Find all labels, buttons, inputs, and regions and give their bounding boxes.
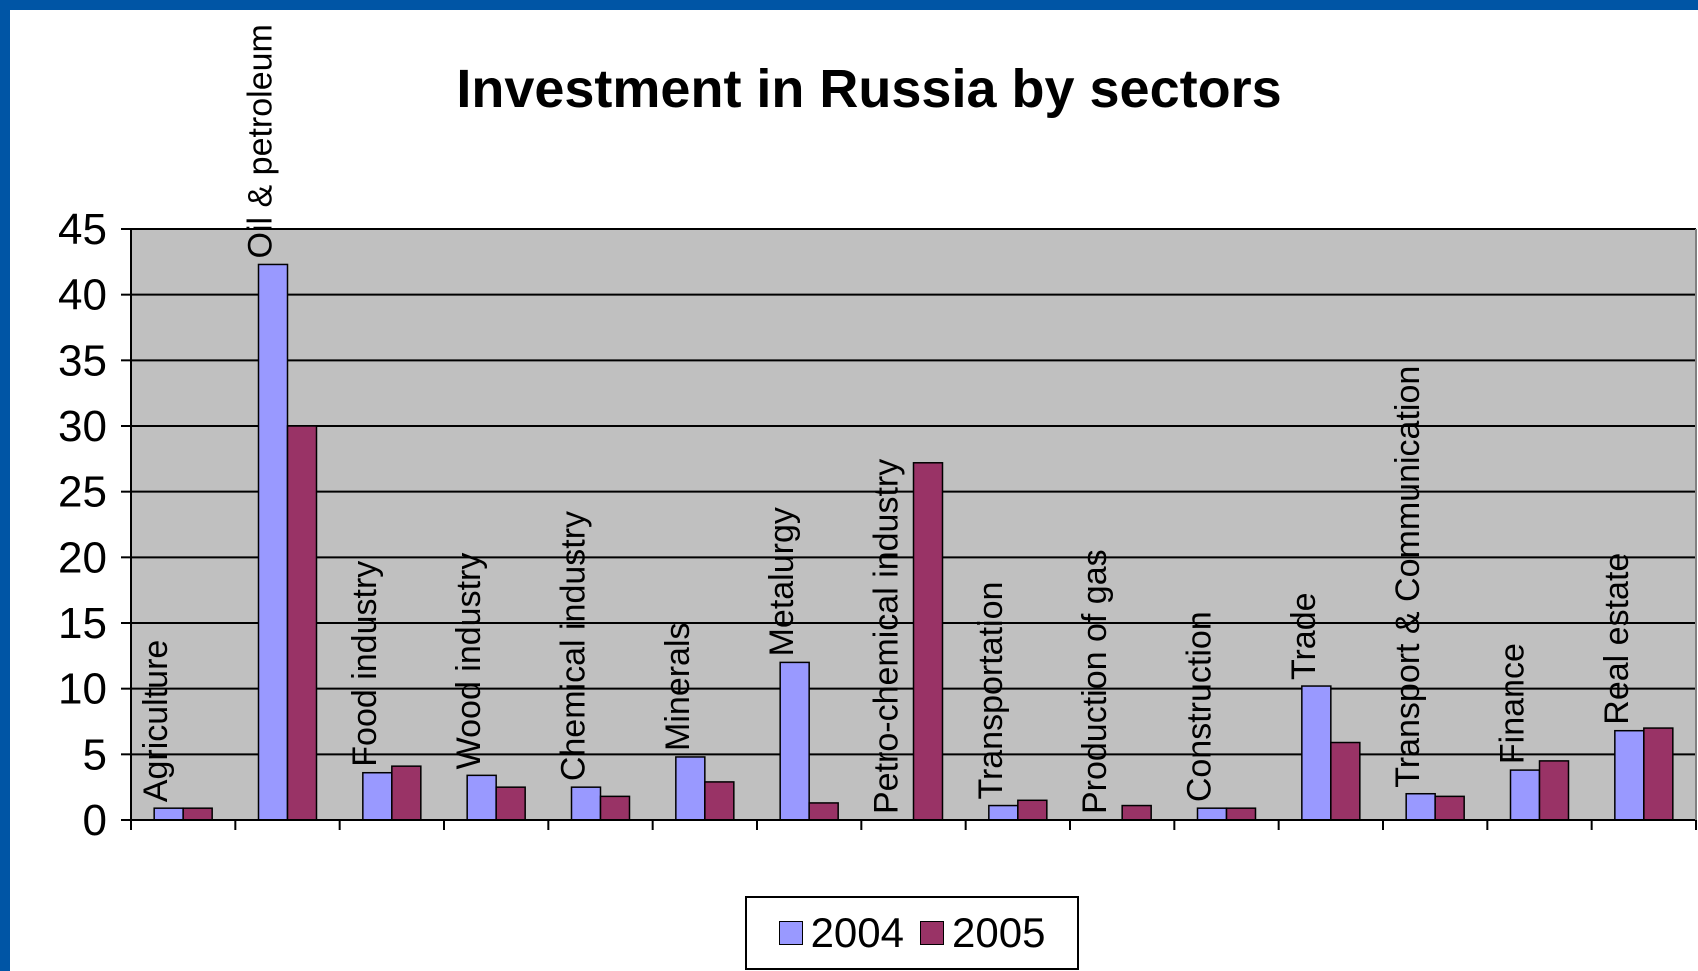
legend-item-2005: 2005 xyxy=(920,909,1045,957)
chart-frame: Investment in Russia by sectors 0 5 10 15 20… xyxy=(10,10,1698,971)
y-tick-label: 35 xyxy=(58,336,107,385)
bar-2004-10 xyxy=(1196,807,1228,821)
y-tick-labels: 0 5 10 15 20 25 30 35 40 45 xyxy=(58,205,107,845)
bar-2004-14 xyxy=(1614,729,1645,821)
bar-2005-6 xyxy=(808,802,839,821)
bar-2005-13 xyxy=(1538,760,1570,821)
bar-2005-14 xyxy=(1643,727,1674,821)
bar-2004-1 xyxy=(257,263,289,821)
category-labels: Agriculture Oil & petroleum Food industry W… xyxy=(137,24,1636,814)
axes xyxy=(121,228,1697,830)
category-label: Finance xyxy=(1494,643,1532,764)
bars xyxy=(153,263,1674,821)
bar-2005-2 xyxy=(391,765,422,821)
category-label: Chemical industry xyxy=(555,511,593,781)
bar-2005-11 xyxy=(1330,741,1361,821)
bar-2005-0 xyxy=(182,807,213,821)
bar-2005-7 xyxy=(912,462,944,821)
chart-title: Investment in Russia by sectors xyxy=(456,59,1282,119)
bar-2005-9 xyxy=(1121,804,1152,821)
y-tick-label: 0 xyxy=(83,796,107,845)
y-tick-label: 10 xyxy=(58,665,107,714)
category-label: Metalurgy xyxy=(763,507,801,656)
bar-2005-4 xyxy=(599,795,631,821)
y-tick-label: 20 xyxy=(58,533,107,582)
y-tick-label: 15 xyxy=(58,599,107,648)
legend-swatch-2004 xyxy=(778,921,803,945)
bar-2004-0 xyxy=(153,807,184,821)
bar-2004-5 xyxy=(675,756,706,821)
category-label: Production of gas xyxy=(1076,549,1114,814)
category-label: Real estate xyxy=(1598,553,1636,725)
category-label: Minerals xyxy=(659,622,697,750)
bar-2005-10 xyxy=(1225,807,1257,821)
y-tick-label: 5 xyxy=(83,730,107,779)
bar-2004-13 xyxy=(1509,769,1541,821)
y-tick-label: 45 xyxy=(58,205,107,254)
legend-swatch-2005 xyxy=(920,921,944,945)
y-tick-label: 30 xyxy=(58,402,107,451)
bar-2004-8 xyxy=(988,804,1019,821)
category-label: Petro-chemical industry xyxy=(868,459,906,814)
bar-chart: 0 5 10 15 20 25 30 35 40 45 Agriculture Oil & petr… xyxy=(58,24,1697,845)
bar-2004-11 xyxy=(1301,685,1332,821)
bar-2005-3 xyxy=(495,786,526,821)
category-label: Food industry xyxy=(346,561,384,767)
category-label: Construction xyxy=(1181,611,1219,802)
legend-label-2004: 2004 xyxy=(810,909,904,956)
legend: 2004 2005 xyxy=(745,896,1079,970)
legend-item-2004: 2004 xyxy=(778,909,904,957)
category-label: Agriculture xyxy=(137,640,175,803)
bar-2004-4 xyxy=(570,786,602,821)
bar-2004-12 xyxy=(1405,792,1436,821)
category-label: Oil & petroleum xyxy=(242,24,280,258)
legend-label-2005: 2005 xyxy=(952,909,1046,956)
bar-2005-1 xyxy=(286,425,318,821)
bar-2005-8 xyxy=(1017,799,1048,821)
y-tick-label: 40 xyxy=(58,271,107,320)
bar-2004-6 xyxy=(779,661,810,821)
category-label: Trade xyxy=(1285,592,1323,680)
category-label: Transport & Communication xyxy=(1389,366,1427,788)
bar-2005-12 xyxy=(1434,795,1465,821)
y-tick-label: 25 xyxy=(58,468,107,517)
category-label: Transportation xyxy=(972,582,1010,800)
bar-2005-5 xyxy=(704,781,735,821)
category-label: Wood industry xyxy=(450,553,488,770)
bar-2004-2 xyxy=(362,771,393,821)
bar-2004-3 xyxy=(466,774,497,821)
